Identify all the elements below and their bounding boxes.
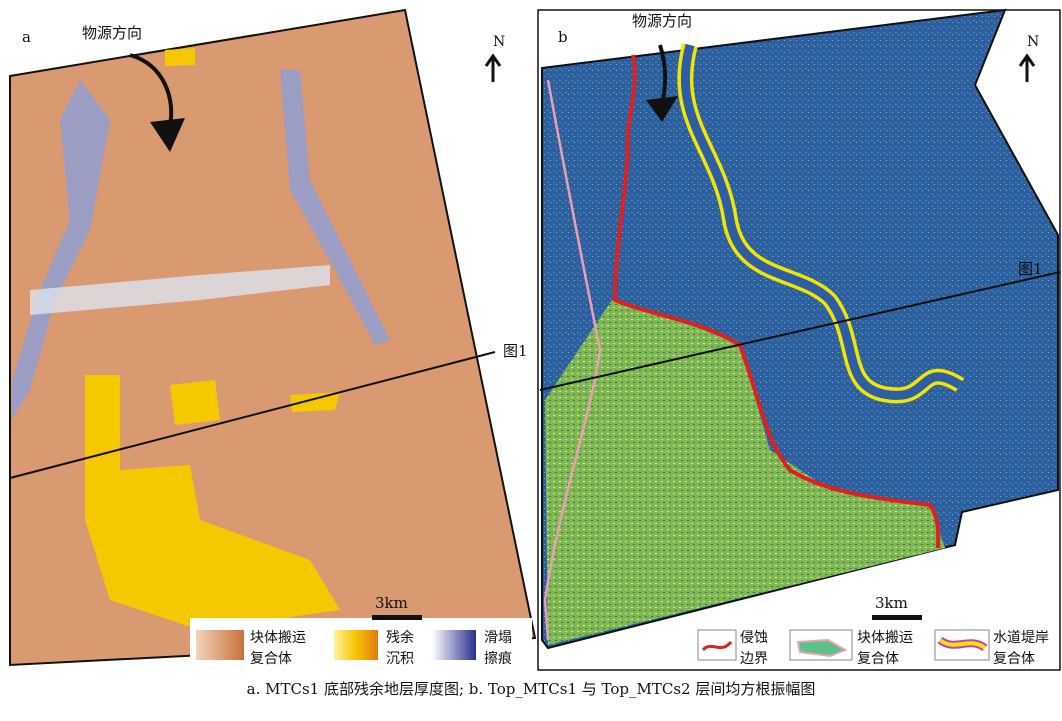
- residual: [170, 380, 220, 425]
- legend-text: 复合体: [250, 650, 292, 667]
- scale-label: 3km: [375, 594, 408, 612]
- legend-text: 边界: [740, 651, 768, 667]
- legend-text: 水道堤岸: [993, 630, 1049, 646]
- legend-swatch: [698, 630, 736, 660]
- panel-label: b: [558, 28, 568, 46]
- legend-text: 残余: [386, 629, 414, 646]
- legend-swatch: [196, 630, 244, 660]
- legend-text: 复合体: [993, 650, 1035, 667]
- scale-label: 3km: [875, 594, 908, 612]
- legend-text: 擦痕: [484, 650, 512, 667]
- panel-a: a 物源方向 N 图1 3km 块体搬运 复合体 残余 沉积 滑塌 擦痕: [10, 10, 535, 668]
- residual: [165, 48, 195, 66]
- legend-text: 块体搬运: [857, 630, 913, 646]
- panel-label: a: [22, 28, 31, 46]
- source-direction: 物源方向: [632, 12, 692, 30]
- north-label: N: [493, 34, 505, 50]
- legend-text: 滑塌: [484, 629, 512, 646]
- legend-text: 块体搬运: [250, 630, 306, 646]
- north-label: N: [1027, 34, 1039, 50]
- legend-swatch: [432, 630, 476, 660]
- north-arrow: [1020, 56, 1034, 82]
- source-direction: 物源方向: [82, 24, 142, 42]
- scale-bar: [372, 615, 422, 620]
- figure: a 物源方向 N 图1 3km 块体搬运 复合体 残余 沉积 滑塌 擦痕 b 物…: [0, 0, 1062, 721]
- legend-swatch: [334, 630, 378, 660]
- caption: a. MTCs1 底部残余地层厚度图; b. Top_MTCs1 与 Top_M…: [247, 680, 816, 698]
- section-label: 图1: [503, 342, 528, 360]
- section-label: 图1: [1018, 260, 1043, 278]
- scale-bar: [872, 615, 922, 620]
- legend-text: 复合体: [857, 650, 899, 667]
- legend-text: 侵蚀: [740, 629, 768, 646]
- panel-b: b 物源方向 N 图1 3km 侵蚀 边界 块体搬运 复合体 水道堤岸 复合体: [538, 10, 1060, 670]
- north-arrow: [486, 56, 500, 82]
- legend-text: 沉积: [386, 651, 414, 667]
